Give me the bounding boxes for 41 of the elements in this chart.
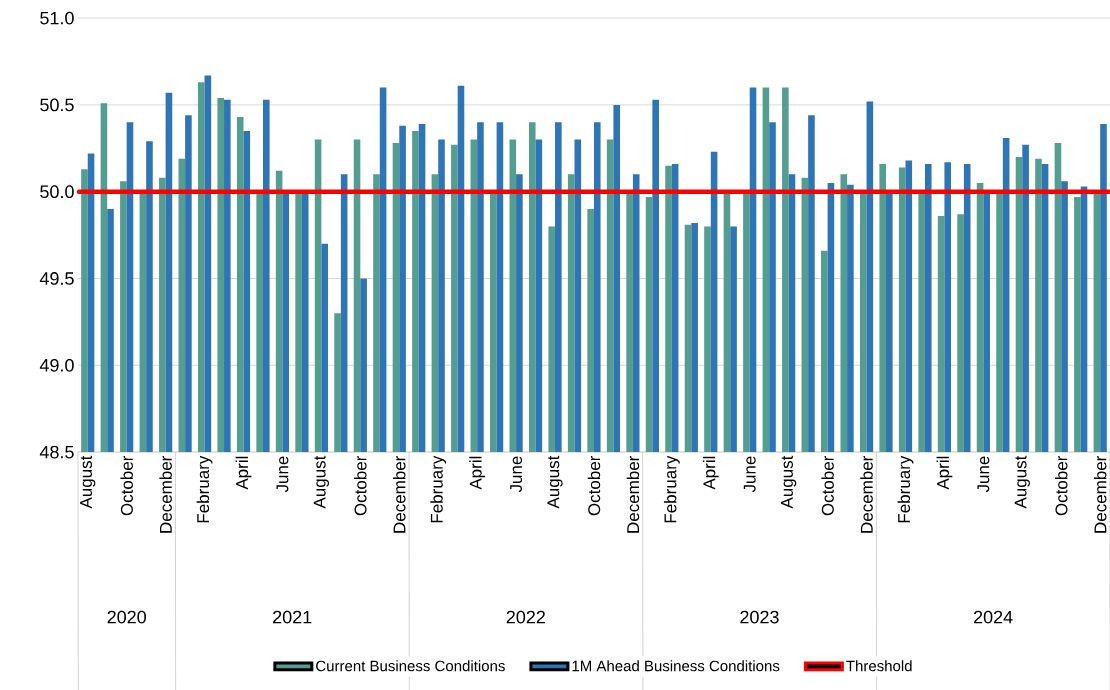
x-tick-label: February xyxy=(897,455,914,523)
x-tick-label: August xyxy=(781,455,797,509)
x-tick-label: December xyxy=(626,455,640,533)
text: 2021 xyxy=(273,610,312,624)
x-tick-label: August xyxy=(313,455,329,509)
x-tick-label: December xyxy=(159,455,172,533)
legend-label: Current Business Conditions xyxy=(316,660,505,672)
legend-label: Threshold xyxy=(846,660,912,672)
y-tick-label: 50.0 xyxy=(40,185,74,199)
x-tick-label: June xyxy=(743,456,756,493)
x-tick-label: June xyxy=(510,456,523,493)
x-tick-label: June xyxy=(977,456,990,493)
x-tick-label: April xyxy=(235,456,252,490)
x-tick-label: December xyxy=(1093,455,1107,533)
x-tick-label: August xyxy=(1014,455,1030,509)
y-tick-label: 49.0 xyxy=(39,358,74,372)
x-tick-label: April xyxy=(469,456,486,490)
x-tick-label: December xyxy=(393,455,406,533)
text: 2024 xyxy=(973,610,1013,624)
legend-label: 1M Ahead Business Conditions xyxy=(572,660,780,672)
x-tick-label: August xyxy=(80,455,96,509)
x-tick-label: April xyxy=(702,456,719,490)
y-tick-label: 48.5 xyxy=(39,445,74,459)
x-tick-label: October xyxy=(587,455,601,516)
x-tick-label: October xyxy=(821,455,834,516)
x-tick-label: December xyxy=(860,455,873,533)
text: 2020 xyxy=(107,610,146,624)
x-tick-label: April xyxy=(936,456,953,490)
text: 2023 xyxy=(740,610,779,624)
x-tick-label: October xyxy=(120,455,133,516)
x-tick-label: August xyxy=(547,455,563,509)
x-tick-label: February xyxy=(430,455,447,523)
x-tick-label: February xyxy=(196,455,213,523)
text: 2022 xyxy=(506,610,545,624)
y-tick-label: 49.5 xyxy=(39,272,74,285)
y-tick-label: 50.5 xyxy=(40,98,74,112)
x-tick-label: October xyxy=(1055,455,1068,516)
x-tick-label: June xyxy=(276,456,289,493)
x-tick-label: February xyxy=(663,455,680,523)
y-tick-label: 51.0 xyxy=(40,11,74,25)
x-tick-label: October xyxy=(354,455,367,516)
